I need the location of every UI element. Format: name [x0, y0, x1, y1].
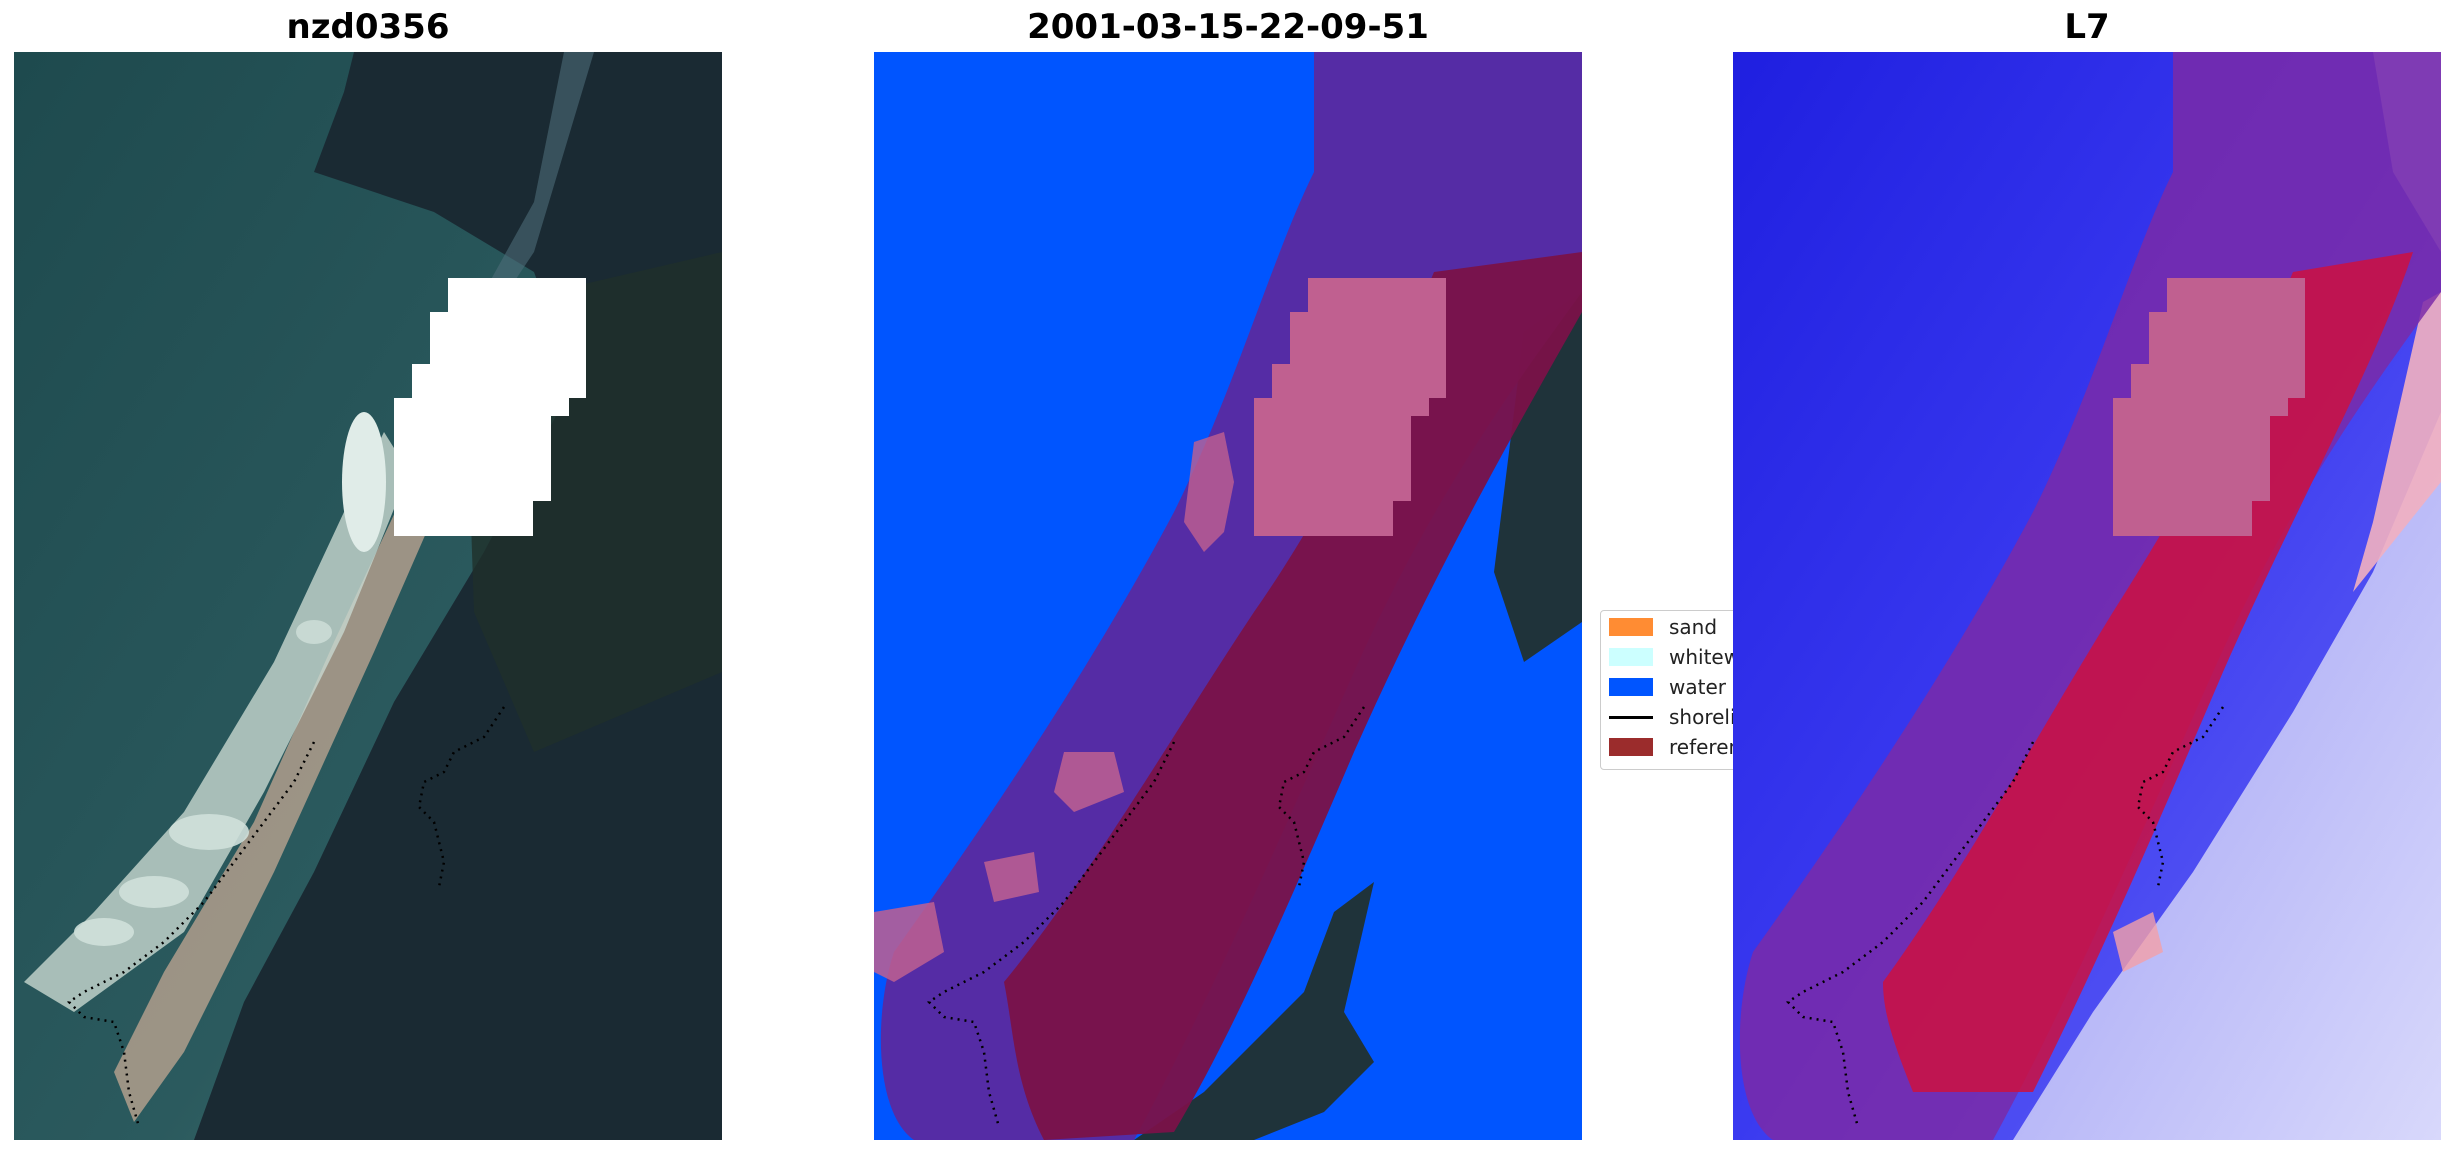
l7-index-panel [1733, 52, 2441, 1140]
shoreline-line-swatch [1609, 715, 1653, 719]
legend-item-water: water [1609, 675, 1726, 699]
legend-item-whitewater: whitewater [1609, 645, 1739, 669]
l7-index-image [1733, 52, 2441, 1140]
panel-title-middle: 2001-03-15-22-09-51 [1027, 7, 1429, 47]
legend-item-sand: sand [1609, 615, 1717, 639]
sand-swatch [1609, 618, 1653, 636]
rgb-image-panel [14, 52, 722, 1140]
rgb-image [14, 52, 722, 1140]
reference-swatch [1609, 738, 1653, 756]
panel-title-left: nzd0356 [286, 7, 450, 47]
legend: sand whitewater water shoreline referenc… [1600, 610, 1740, 770]
water-swatch [1609, 678, 1653, 696]
panel-title-right: L7 [2064, 7, 2110, 47]
classification-panel [874, 52, 1582, 1140]
classification-image [874, 52, 1582, 1140]
legend-item-reference: reference [1609, 735, 1739, 759]
legend-item-shoreline: shoreline [1609, 705, 1739, 729]
whitewater-swatch [1609, 648, 1653, 666]
